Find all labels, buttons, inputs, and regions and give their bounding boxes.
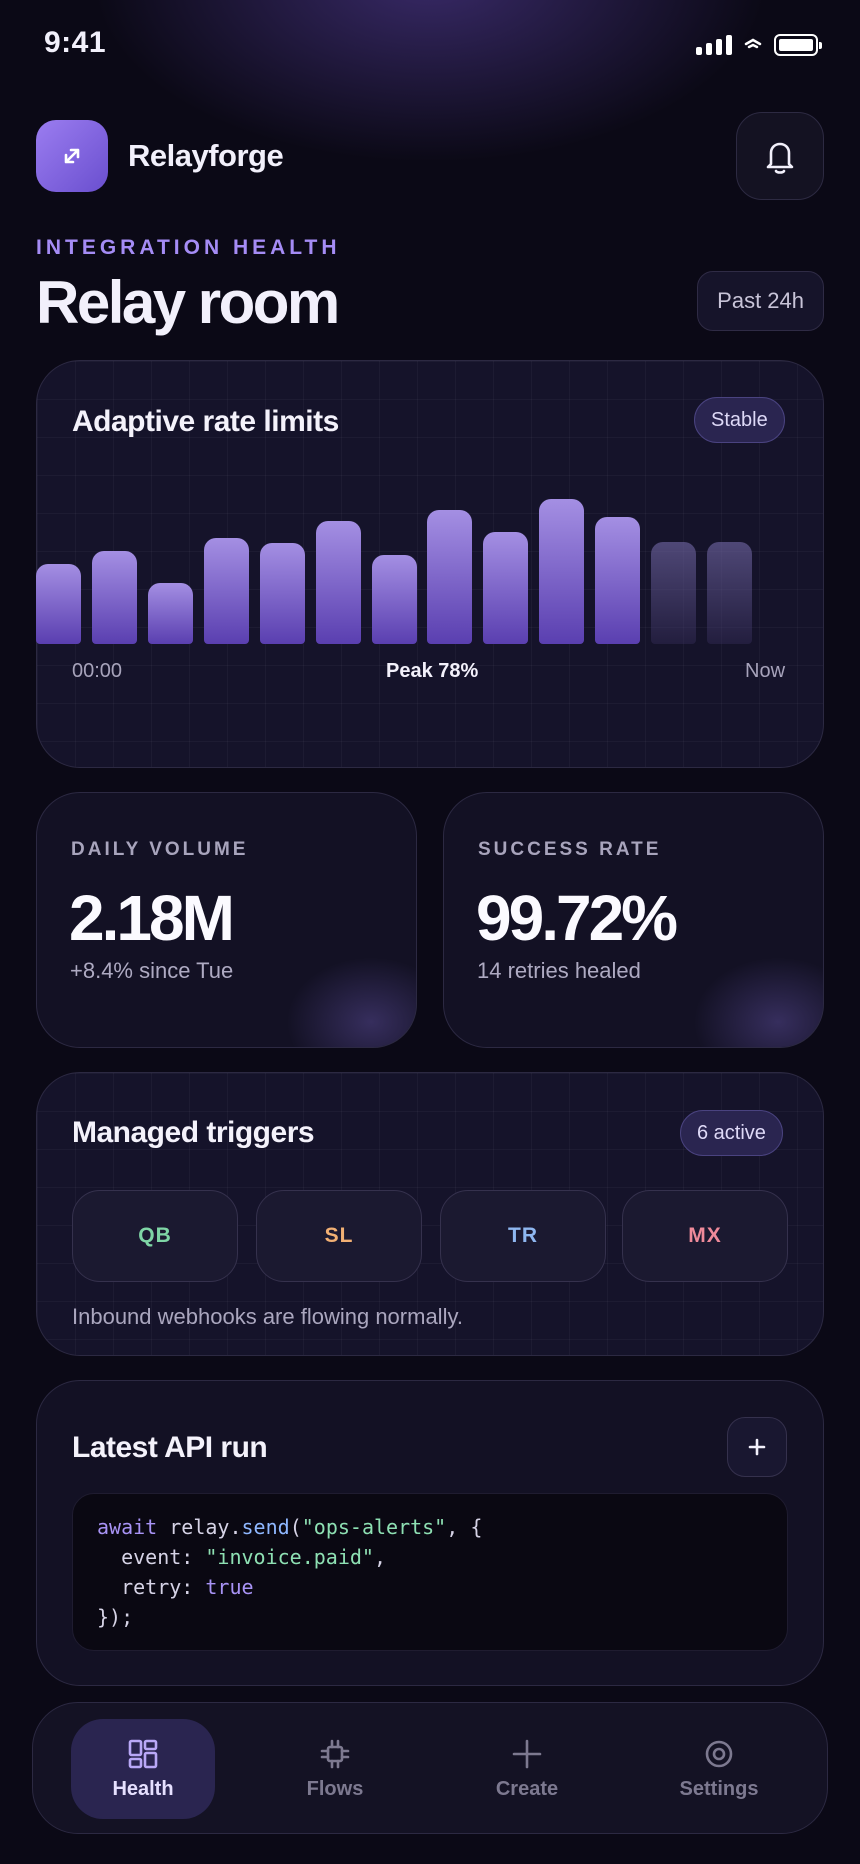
rate-limits-bar-chart: [36, 470, 752, 644]
bell-icon: [766, 142, 794, 174]
tab-flows[interactable]: Flows: [263, 1719, 407, 1819]
trigger-chip[interactable]: QB: [72, 1190, 238, 1282]
tab-create[interactable]: Create: [455, 1719, 599, 1819]
trigger-chip[interactable]: MX: [622, 1190, 788, 1282]
success-rate-card: SUCCESS RATE 99.72%: [443, 792, 824, 1048]
app-bar: Relayforge: [36, 112, 824, 210]
code-snippet: await relay.send("ops-alerts", { event: …: [72, 1493, 788, 1651]
bottom-tab-bar: Health Flows Create Settings: [32, 1702, 828, 1834]
plus-icon: [512, 1739, 542, 1768]
daily-volume-card: DAILY VOLUME 2.18M: [36, 792, 417, 1048]
code-line: retry: true: [97, 1575, 254, 1599]
code-line: event: "invoice.paid",: [97, 1545, 386, 1569]
chart-bar: [147, 582, 193, 644]
battery-icon: [774, 34, 822, 56]
expand-arrows-icon: [64, 148, 80, 164]
stat-subtext: +8.4% since Tue: [70, 958, 234, 983]
tab-label: Health: [112, 1777, 174, 1800]
api-run-title: Latest API run: [72, 1431, 268, 1464]
status-icons: [696, 34, 822, 56]
rate-limits-status-badge: Stable: [694, 397, 785, 443]
chart-bar: [651, 541, 697, 644]
tab-label: Settings: [679, 1777, 759, 1800]
cellular-signal-icon: [696, 35, 732, 55]
stat-label: DAILY VOLUME: [71, 839, 249, 860]
wifi-icon: [744, 38, 762, 49]
notifications-button[interactable]: [736, 112, 824, 200]
chart-bar: [595, 517, 641, 644]
tab-health[interactable]: Health: [71, 1719, 215, 1819]
app-name: Relayforge: [128, 138, 284, 173]
tab-settings[interactable]: Settings: [647, 1719, 791, 1819]
chart-bar: [371, 554, 417, 644]
chart-bar: [259, 543, 305, 644]
tab-label: Create: [495, 1777, 559, 1800]
dashboard-icon: [128, 1739, 158, 1768]
chart-bar: [315, 521, 361, 644]
app-logo: [36, 120, 108, 192]
section-eyebrow: INTEGRATION HEALTH: [36, 236, 341, 259]
triggers-count-badge: 6 active: [680, 1110, 783, 1156]
tab-label: Flows: [306, 1777, 364, 1800]
code-line: await relay.send("ops-alerts", {: [97, 1515, 483, 1539]
chart-bar: [707, 541, 752, 644]
triggers-status-note: Inbound webhooks are flowing normally.: [72, 1304, 463, 1329]
chart-bar: [427, 509, 473, 644]
chip-icon: [320, 1739, 350, 1768]
time-range-button[interactable]: Past 24h: [697, 271, 824, 331]
chart-peak-label: Peak 78%: [386, 660, 479, 682]
chart-axis-end-label: Now: [745, 660, 786, 682]
add-api-run-button[interactable]: [727, 1417, 787, 1477]
chart-bar: [483, 532, 529, 644]
settings-icon: [705, 1740, 733, 1767]
chart-axis-start-label: 00:00: [72, 660, 123, 682]
chart-bar: [203, 537, 249, 644]
chart-bar: [539, 498, 585, 644]
triggers-title: Managed triggers: [72, 1116, 315, 1149]
plus-icon: [748, 1438, 766, 1456]
trigger-chip[interactable]: TR: [440, 1190, 606, 1282]
stat-value: 99.72%: [476, 882, 678, 954]
stat-subtext: 14 retries healed: [477, 958, 641, 983]
rate-limits-title: Adaptive rate limits: [72, 405, 339, 438]
chart-bar: [91, 550, 137, 644]
chart-bar: [36, 563, 81, 644]
code-line: });: [97, 1605, 134, 1629]
stat-label: SUCCESS RATE: [478, 839, 662, 860]
trigger-chip[interactable]: SL: [256, 1190, 422, 1282]
status-bar: 9:41: [0, 0, 860, 92]
status-time: 9:41: [44, 26, 107, 59]
stat-value: 2.18M: [69, 882, 235, 954]
page-title: Relay room: [36, 269, 340, 336]
